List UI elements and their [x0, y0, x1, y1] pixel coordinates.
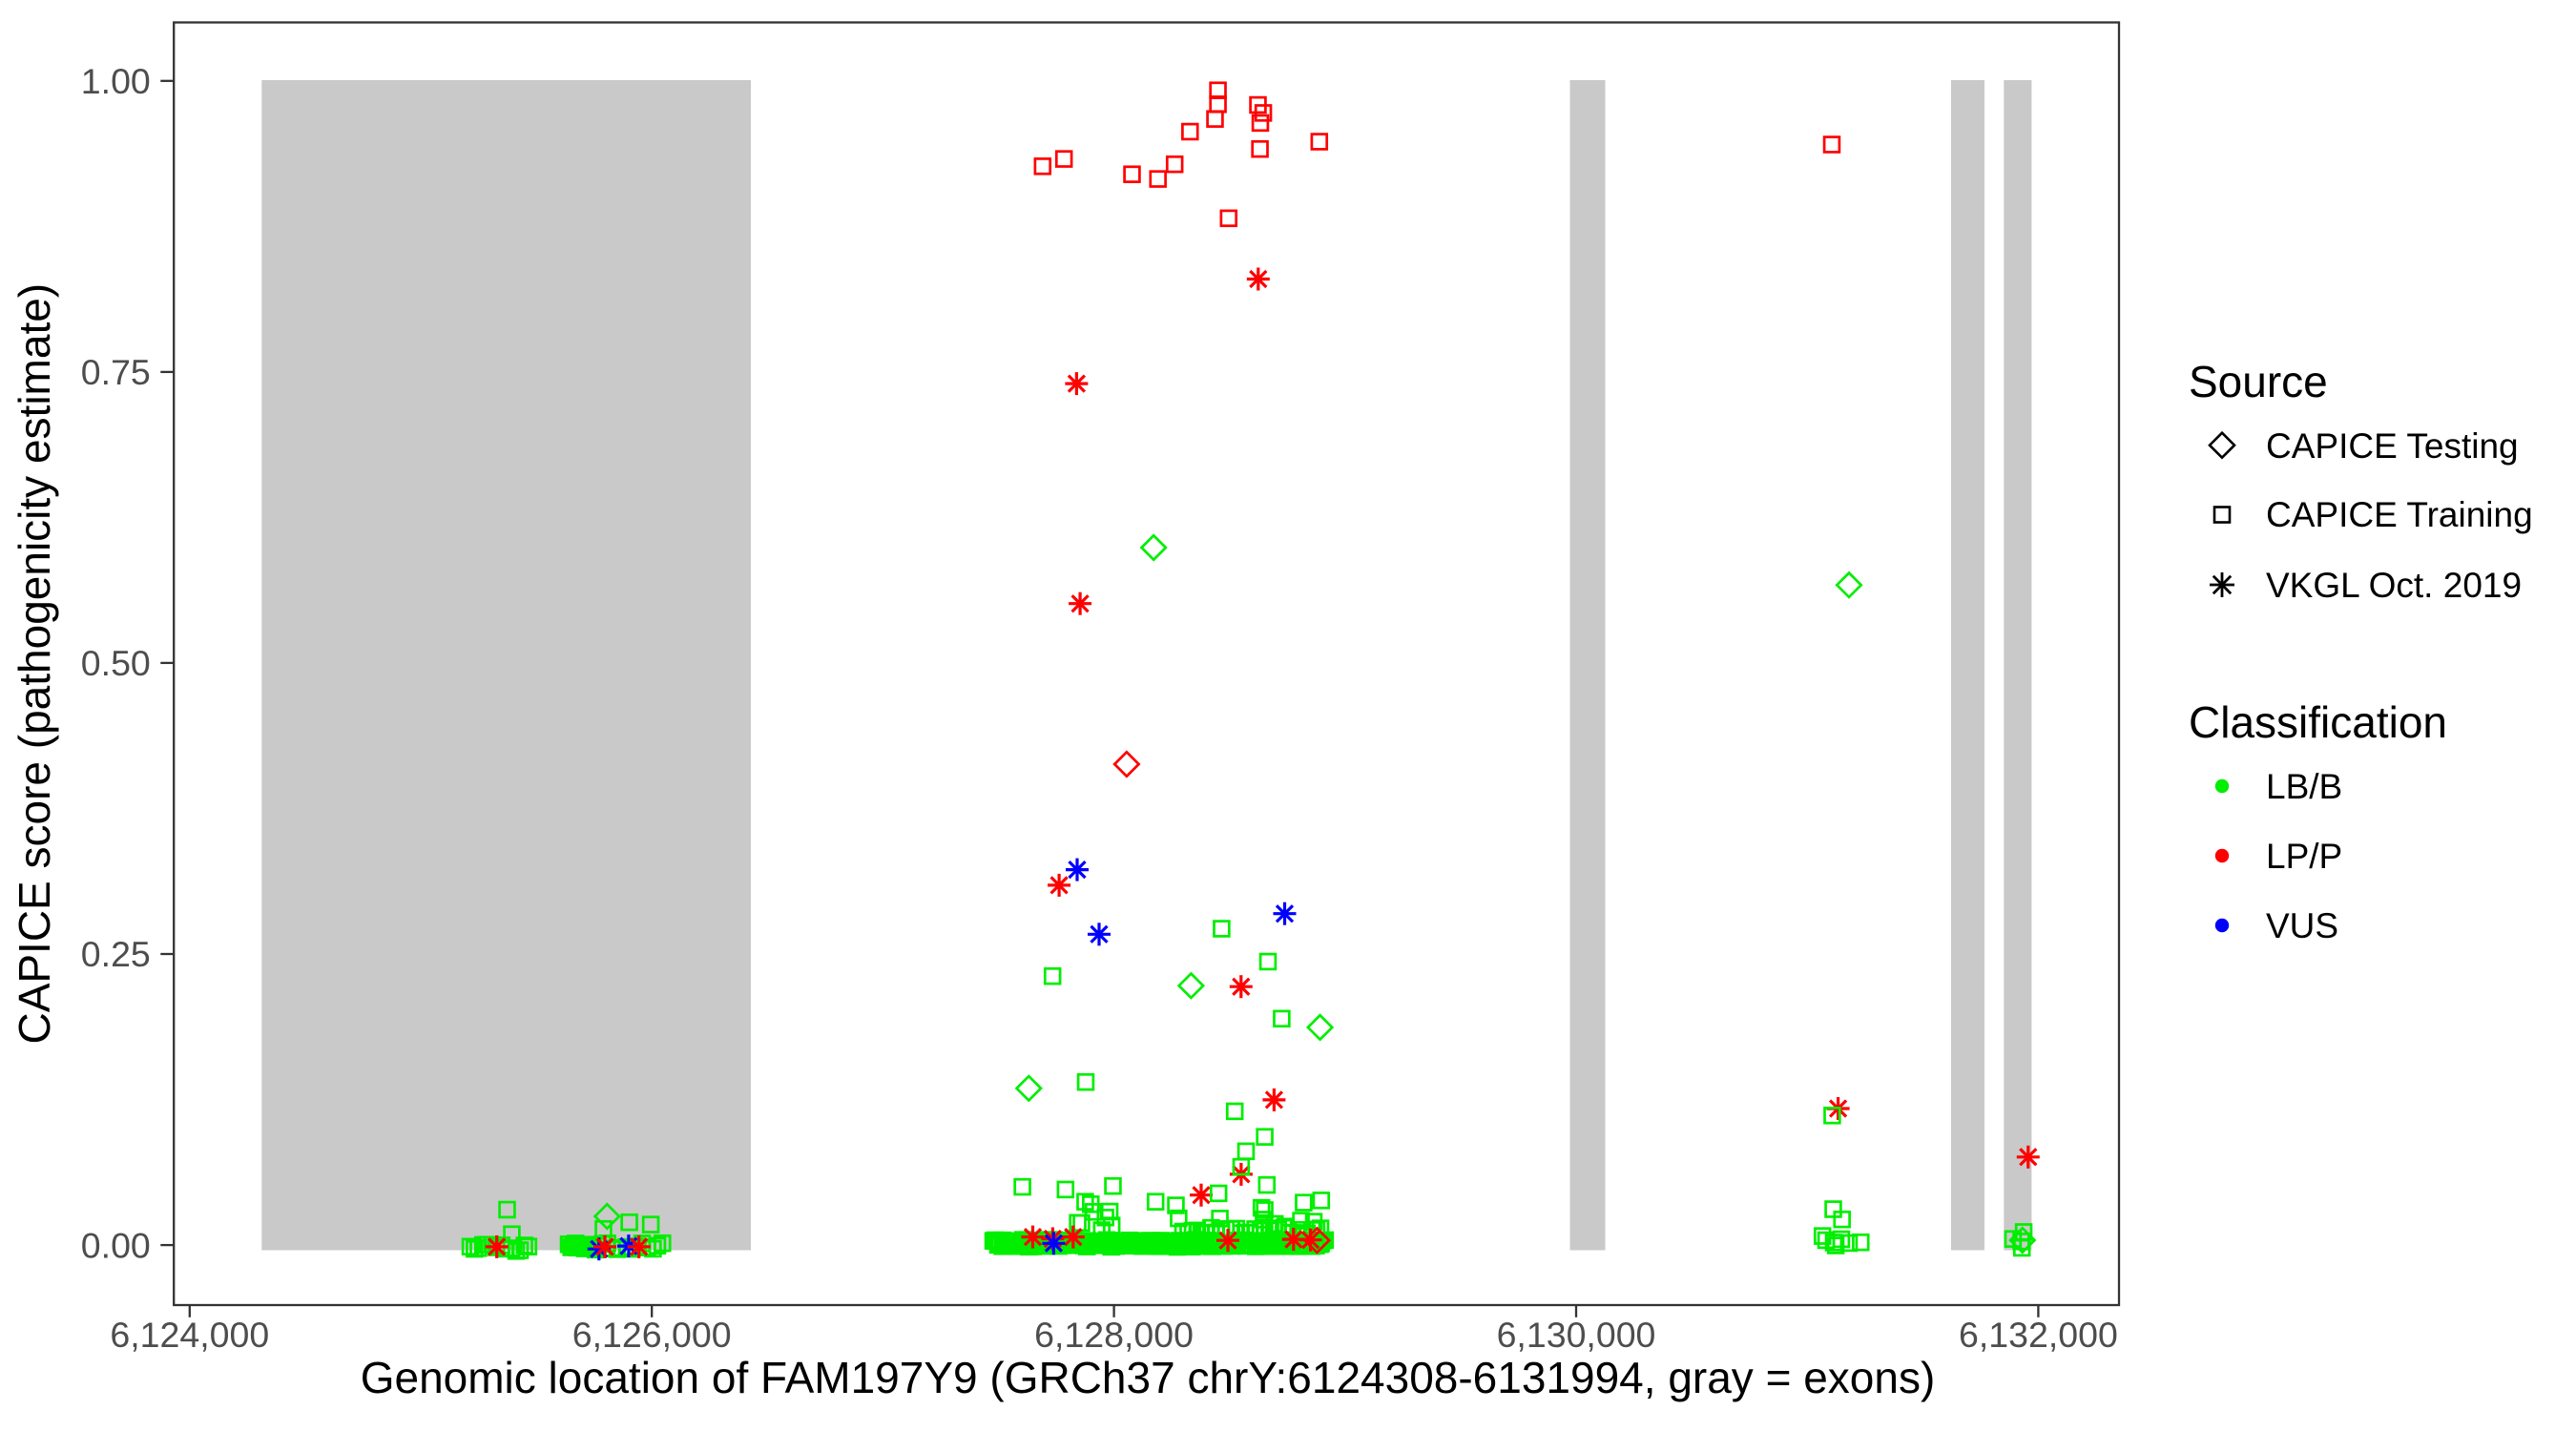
svg-text:Classification: Classification	[2189, 697, 2447, 747]
svg-text:Genomic location of FAM197Y9 (: Genomic location of FAM197Y9 (GRCh37 chr…	[361, 1353, 1936, 1402]
svg-text:CAPICE score (pathogenicity es: CAPICE score (pathogenicity estimate)	[10, 283, 59, 1045]
svg-text:LB/B: LB/B	[2266, 767, 2342, 806]
svg-text:6,124,000: 6,124,000	[110, 1315, 269, 1355]
svg-text:LP/P: LP/P	[2266, 837, 2342, 876]
svg-text:6,130,000: 6,130,000	[1497, 1315, 1656, 1355]
svg-text:VUS: VUS	[2266, 906, 2338, 945]
svg-text:VKGL Oct. 2019: VKGL Oct. 2019	[2266, 566, 2522, 605]
svg-text:6,132,000: 6,132,000	[1959, 1315, 2118, 1355]
svg-text:CAPICE Testing: CAPICE Testing	[2266, 426, 2519, 466]
svg-text:6,126,000: 6,126,000	[572, 1315, 732, 1355]
svg-text:6,128,000: 6,128,000	[1034, 1315, 1194, 1355]
svg-text:0.00: 0.00	[81, 1225, 151, 1265]
svg-text:0.25: 0.25	[81, 934, 151, 974]
svg-text:0.75: 0.75	[81, 352, 151, 392]
svg-text:0.50: 0.50	[81, 643, 151, 683]
svg-text:1.00: 1.00	[81, 61, 151, 101]
svg-text:CAPICE Training: CAPICE Training	[2266, 495, 2533, 534]
svg-text:Source: Source	[2189, 357, 2328, 406]
